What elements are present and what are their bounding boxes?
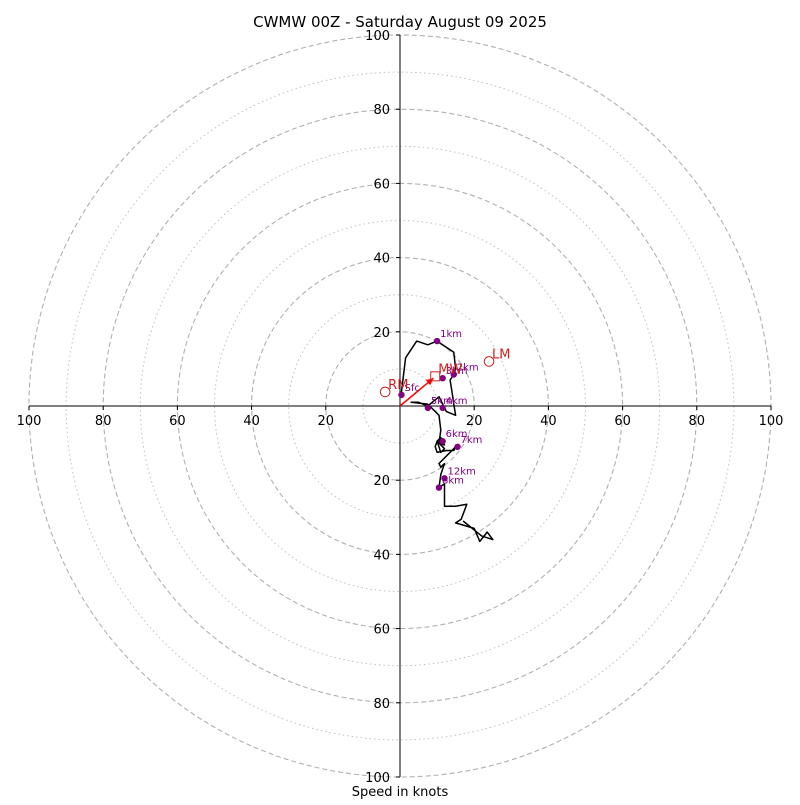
y-tick-label: 80 xyxy=(373,103,390,118)
height-marker-label-12km: 12km xyxy=(448,466,476,477)
x-tick-label: 100 xyxy=(759,414,784,429)
y-tick-label: 40 xyxy=(373,252,390,267)
tick-labels: 100 80 60 40 20 20 40 60 80 100 20 40 60 80 100 20 40 60 8… xyxy=(17,29,784,786)
storm-motions: RM LM MW xyxy=(379,347,511,398)
height-marker-label-4km: 4km xyxy=(446,396,468,407)
height-marker-3km xyxy=(439,374,446,382)
chart-title: CWMW 00Z - Saturday August 09 2025 xyxy=(253,13,547,31)
x-tick-label: 20 xyxy=(318,414,335,429)
height-marker-label-1km: 1km xyxy=(440,329,462,340)
height-marker-label-3km: 3km xyxy=(446,366,468,377)
height-marker-label-6km: 6km xyxy=(446,429,468,440)
storm-motion-mw-marker xyxy=(430,371,441,382)
x-tick-label: 60 xyxy=(169,414,186,429)
x-tick-label: 40 xyxy=(243,414,260,429)
y-tick-label: 80 xyxy=(373,697,390,712)
x-tick-label: 60 xyxy=(614,414,631,429)
x-tick-label: 80 xyxy=(95,414,112,429)
storm-motion-mw-label: MW xyxy=(438,362,462,377)
height-marker-6km xyxy=(439,438,446,445)
storm-motion-lm-label: LM xyxy=(492,347,510,362)
height-marker-sfc xyxy=(398,391,405,399)
height-marker-label-5km: 5km xyxy=(431,396,453,407)
x-tick-label: 40 xyxy=(540,414,557,429)
x-tick-label: 20 xyxy=(466,414,483,429)
shear-vector-line xyxy=(399,377,434,407)
shear-vector xyxy=(399,377,434,407)
height-marker-label-2km: 2km xyxy=(457,362,479,373)
height-marker-8km xyxy=(435,484,443,491)
height-marker-label-7km: 7km xyxy=(461,435,483,446)
y-tick-label: 20 xyxy=(373,326,390,341)
x-tick-label: 100 xyxy=(17,414,42,429)
x-axis-label: Speed in knots xyxy=(352,785,449,800)
y-tick-label: 100 xyxy=(365,29,390,44)
height-marker-4km xyxy=(439,404,446,412)
height-marker-2km xyxy=(450,371,457,378)
y-tick-label: 60 xyxy=(373,177,390,192)
height-marker-7km xyxy=(454,443,461,451)
height-marker-label-sfc: Sfc xyxy=(404,383,419,394)
y-tick-label: 20 xyxy=(373,474,390,489)
height-marker-5km xyxy=(424,404,432,412)
hodograph-line xyxy=(400,340,494,543)
height-marker-12km xyxy=(441,475,448,482)
storm-motion-rm-label: RM xyxy=(388,378,408,393)
shear-vector-arrowhead xyxy=(425,378,434,386)
height-marker-1km xyxy=(433,337,441,345)
y-tick-label: 100 xyxy=(365,771,390,786)
height-marker-label-8km: 8km xyxy=(442,476,464,487)
y-tick-label: 60 xyxy=(373,623,390,638)
storm-motion-rm-marker xyxy=(379,386,391,398)
hodograph-trace xyxy=(400,340,494,543)
storm-motion-lm-marker xyxy=(483,356,495,367)
y-tick-label: 40 xyxy=(373,548,390,563)
x-tick-label: 80 xyxy=(689,414,706,429)
